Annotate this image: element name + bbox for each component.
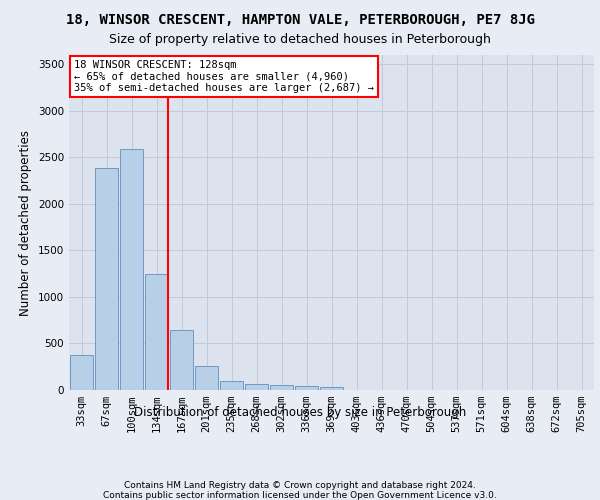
Bar [195,366,218,390]
Text: Distribution of detached houses by size in Peterborough: Distribution of detached houses by size … [134,406,466,419]
Bar [120,149,143,390]
Bar [145,274,168,390]
Bar [95,168,118,390]
Bar [70,354,93,390]
Text: Contains public sector information licensed under the Open Government Licence v3: Contains public sector information licen… [103,490,497,500]
Text: Contains HM Land Registry data © Crown copyright and database right 2024.: Contains HM Land Registry data © Crown c… [124,480,476,490]
Y-axis label: Number of detached properties: Number of detached properties [19,130,32,316]
Bar [220,380,243,390]
Text: Size of property relative to detached houses in Peterborough: Size of property relative to detached ho… [109,32,491,46]
Bar [320,387,343,390]
Bar [295,386,318,390]
Text: 18, WINSOR CRESCENT, HAMPTON VALE, PETERBOROUGH, PE7 8JG: 18, WINSOR CRESCENT, HAMPTON VALE, PETER… [65,12,535,26]
Bar [170,330,193,390]
Bar [270,385,293,390]
Bar [245,384,268,390]
Text: 18 WINSOR CRESCENT: 128sqm
← 65% of detached houses are smaller (4,960)
35% of s: 18 WINSOR CRESCENT: 128sqm ← 65% of deta… [74,60,374,93]
